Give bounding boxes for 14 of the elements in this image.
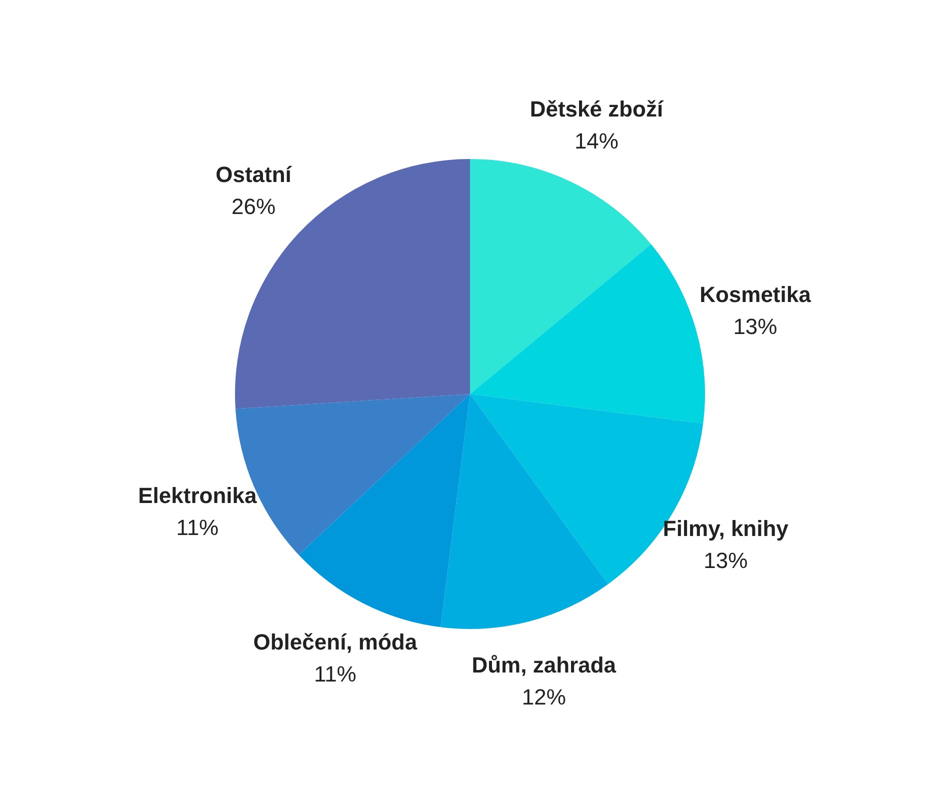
slice-label: Filmy, knihy: [662, 516, 790, 542]
data-label: 13%: [704, 548, 748, 574]
data-label: 11%: [314, 662, 356, 687]
data-label: 11%: [176, 515, 219, 540]
data-label: 26%: [231, 194, 276, 219]
slice-label: Dům, zahrada: [472, 652, 617, 678]
slice-label: Ostatní: [216, 162, 292, 187]
slice-label: Dětské zboží: [530, 96, 664, 122]
slice-label: Elektronika: [138, 483, 258, 508]
data-label: 14%: [574, 128, 618, 154]
data-label: 12%: [522, 684, 566, 710]
data-label: 13%: [733, 314, 778, 340]
slice-label: Oblečení, móda: [253, 630, 418, 655]
slice-label: Kosmetika: [700, 282, 812, 308]
